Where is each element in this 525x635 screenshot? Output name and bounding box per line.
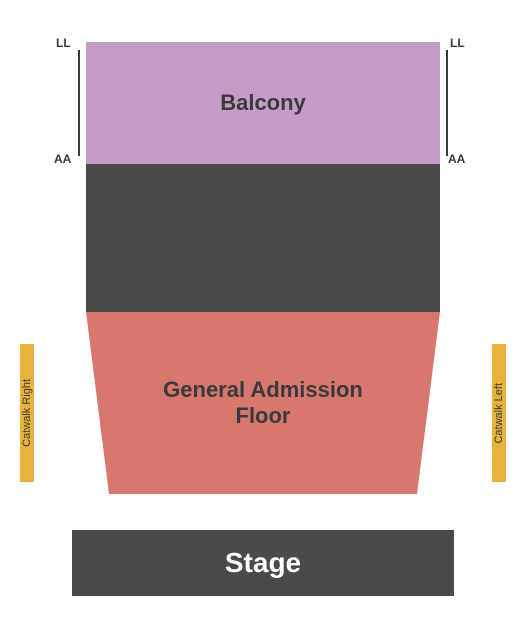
section-balcony[interactable]: Balcony bbox=[86, 42, 440, 164]
catwalk-left-label: Catwalk Left bbox=[493, 383, 505, 444]
row-label-top-left: LL bbox=[56, 36, 71, 50]
row-label-bottom-right: AA bbox=[448, 152, 465, 166]
row-label-top-right: LL bbox=[450, 36, 465, 50]
section-ga-floor[interactable] bbox=[86, 312, 440, 494]
seating-chart: LL LL AA AA Balcony General Admission Fl… bbox=[0, 0, 525, 635]
section-catwalk-right[interactable]: Catwalk Right bbox=[20, 344, 34, 482]
catwalk-right-label: Catwalk Right bbox=[21, 379, 33, 447]
row-rail-left bbox=[78, 50, 80, 156]
section-catwalk-left[interactable]: Catwalk Left bbox=[492, 344, 506, 482]
balcony-label: Balcony bbox=[220, 90, 306, 116]
section-middle-block bbox=[86, 164, 440, 312]
section-stage: Stage bbox=[72, 530, 454, 596]
row-rail-right bbox=[446, 50, 448, 156]
row-label-bottom-left: AA bbox=[54, 152, 71, 166]
stage-label: Stage bbox=[225, 547, 301, 579]
